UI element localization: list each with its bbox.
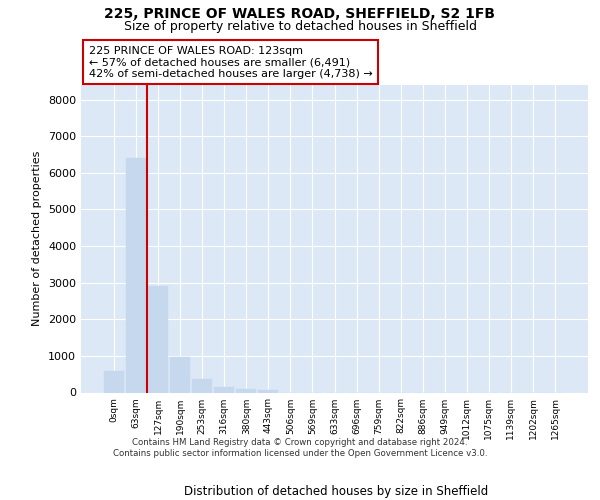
Bar [259,390,278,392]
Text: Contains HM Land Registry data © Crown copyright and database right 2024.
Contai: Contains HM Land Registry data © Crown c… [113,438,487,458]
Y-axis label: Number of detached properties: Number of detached properties [32,151,43,326]
Bar [126,158,146,392]
Bar [104,370,124,392]
Text: 225, PRINCE OF WALES ROAD, SHEFFIELD, S2 1FB: 225, PRINCE OF WALES ROAD, SHEFFIELD, S2… [104,8,496,22]
Text: Distribution of detached houses by size in Sheffield: Distribution of detached houses by size … [184,484,488,498]
Bar [148,286,168,393]
Bar [192,380,212,392]
Bar [214,387,234,392]
Bar [236,389,256,392]
Text: 225 PRINCE OF WALES ROAD: 123sqm
← 57% of detached houses are smaller (6,491)
42: 225 PRINCE OF WALES ROAD: 123sqm ← 57% o… [89,46,373,79]
Bar [170,358,190,392]
Text: Size of property relative to detached houses in Sheffield: Size of property relative to detached ho… [124,20,476,33]
